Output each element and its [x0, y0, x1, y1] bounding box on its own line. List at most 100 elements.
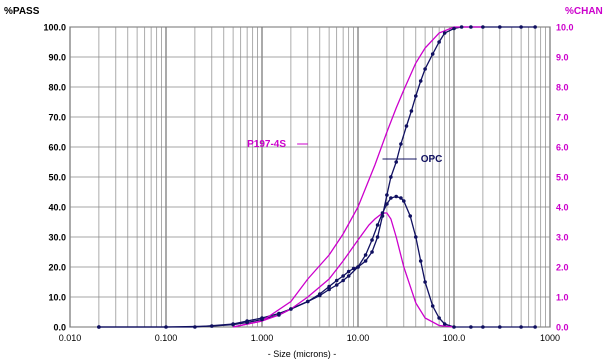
- data-point: [356, 265, 360, 269]
- data-point: [370, 250, 374, 254]
- y-left-tick-label: 90.0: [48, 53, 66, 63]
- data-point: [452, 325, 456, 329]
- data-point: [317, 293, 322, 298]
- data-point: [469, 325, 473, 329]
- data-point: [498, 325, 502, 329]
- series-markers: [97, 25, 537, 329]
- y-left-axis-label: %PASS: [4, 6, 40, 17]
- annotation-label: OPC: [421, 154, 443, 165]
- data-point: [519, 325, 523, 329]
- data-point: [370, 238, 374, 242]
- x-tick-label: 1.000: [251, 333, 274, 343]
- data-point: [481, 25, 485, 29]
- data-point: [327, 287, 331, 292]
- data-point: [459, 25, 464, 29]
- y-right-tick-label: 9.0: [556, 53, 569, 63]
- data-point: [277, 311, 281, 316]
- data-point: [442, 31, 447, 35]
- y-left-tick-label: 0.0: [53, 323, 66, 333]
- y-left-tick-label: 60.0: [48, 143, 66, 153]
- data-point: [404, 124, 409, 128]
- x-tick-label: 0.100: [155, 333, 178, 343]
- data-point: [380, 211, 385, 215]
- annotation-label: P197-4S: [247, 139, 286, 150]
- data-point: [346, 269, 351, 274]
- data-point: [408, 214, 413, 218]
- data-point: [363, 259, 368, 263]
- y-right-tick-label: 4.0: [556, 203, 569, 213]
- x-tick-label: 0.010: [59, 333, 82, 343]
- data-point: [210, 324, 214, 328]
- data-point: [385, 193, 389, 197]
- x-axis-label: - Size (microns) -: [268, 349, 337, 359]
- series-line-p197-4s-cumulative: [232, 26, 483, 328]
- x-tick-label: 1000: [540, 333, 560, 343]
- data-point: [327, 284, 331, 289]
- y-right-tick-label: 0.0: [556, 323, 569, 333]
- data-point: [389, 196, 393, 200]
- data-point: [418, 79, 423, 83]
- data-point: [385, 202, 389, 206]
- y-right-tick-label: 10.0: [556, 23, 574, 33]
- y-right-tick-label: 3.0: [556, 233, 569, 243]
- y-right-tick-label: 1.0: [556, 293, 569, 303]
- data-point: [341, 278, 345, 283]
- y-left-tick-label: 100.0: [43, 23, 66, 33]
- data-point: [380, 214, 385, 218]
- data-point: [245, 319, 249, 323]
- data-point: [97, 325, 101, 329]
- data-point: [423, 280, 427, 284]
- data-point: [413, 94, 418, 98]
- data-point: [394, 194, 399, 199]
- y-left-tick-label: 80.0: [48, 83, 66, 93]
- data-point: [334, 278, 339, 283]
- x-tick-labels: 0.010 0.100 1.000 10.00 100.0 1000: [59, 333, 560, 343]
- data-point: [260, 316, 264, 320]
- data-point: [394, 160, 399, 164]
- data-point: [519, 25, 523, 29]
- data-point: [437, 316, 441, 320]
- x-tick-label: 100.0: [443, 333, 466, 343]
- data-point: [418, 259, 423, 263]
- data-point: [402, 199, 406, 203]
- data-point: [533, 25, 537, 29]
- y-left-tick-label: 70.0: [48, 113, 66, 123]
- data-point: [533, 325, 537, 329]
- data-point: [409, 109, 414, 113]
- data-point: [452, 26, 456, 31]
- data-point: [351, 266, 356, 271]
- y-left-tick-label: 50.0: [48, 173, 66, 183]
- data-point: [442, 322, 447, 326]
- y-right-axis-label: %CHAN: [565, 6, 603, 17]
- data-point: [437, 40, 441, 44]
- data-point: [399, 142, 403, 146]
- y-right-tick-label: 5.0: [556, 173, 569, 183]
- data-point: [231, 322, 235, 326]
- data-point: [193, 325, 197, 329]
- data-point: [334, 283, 339, 287]
- data-point: [289, 307, 293, 311]
- data-point: [375, 223, 380, 227]
- y-left-tick-label: 40.0: [48, 203, 66, 213]
- y-left-tick-label: 30.0: [48, 233, 66, 243]
- data-point: [363, 253, 368, 257]
- y-left-tick-label: 20.0: [48, 263, 66, 273]
- data-point: [399, 196, 403, 200]
- data-point: [430, 52, 435, 56]
- data-point: [341, 274, 345, 278]
- data-point: [164, 325, 168, 329]
- y-left-tick-labels: 0.0 10.0 20.0 30.0 40.0 50.0 60.0 70.0 80.0 90.0 1…: [43, 23, 66, 333]
- data-point: [430, 304, 435, 308]
- y-right-tick-label: 6.0: [556, 143, 569, 153]
- y-right-tick-label: 2.0: [556, 263, 569, 273]
- data-point: [346, 274, 351, 278]
- y-right-tick-labels: 0.0 1.0 2.0 3.0 4.0 5.0 6.0 7.0 8.0 9.0 10.0: [556, 23, 574, 333]
- y-right-tick-label: 7.0: [556, 113, 569, 123]
- data-point: [498, 25, 502, 29]
- data-point: [469, 25, 473, 29]
- y-right-tick-label: 8.0: [556, 83, 569, 93]
- data-point: [481, 325, 485, 329]
- data-point: [413, 235, 418, 239]
- x-tick-label: 10.00: [347, 333, 370, 343]
- data-point: [375, 235, 380, 239]
